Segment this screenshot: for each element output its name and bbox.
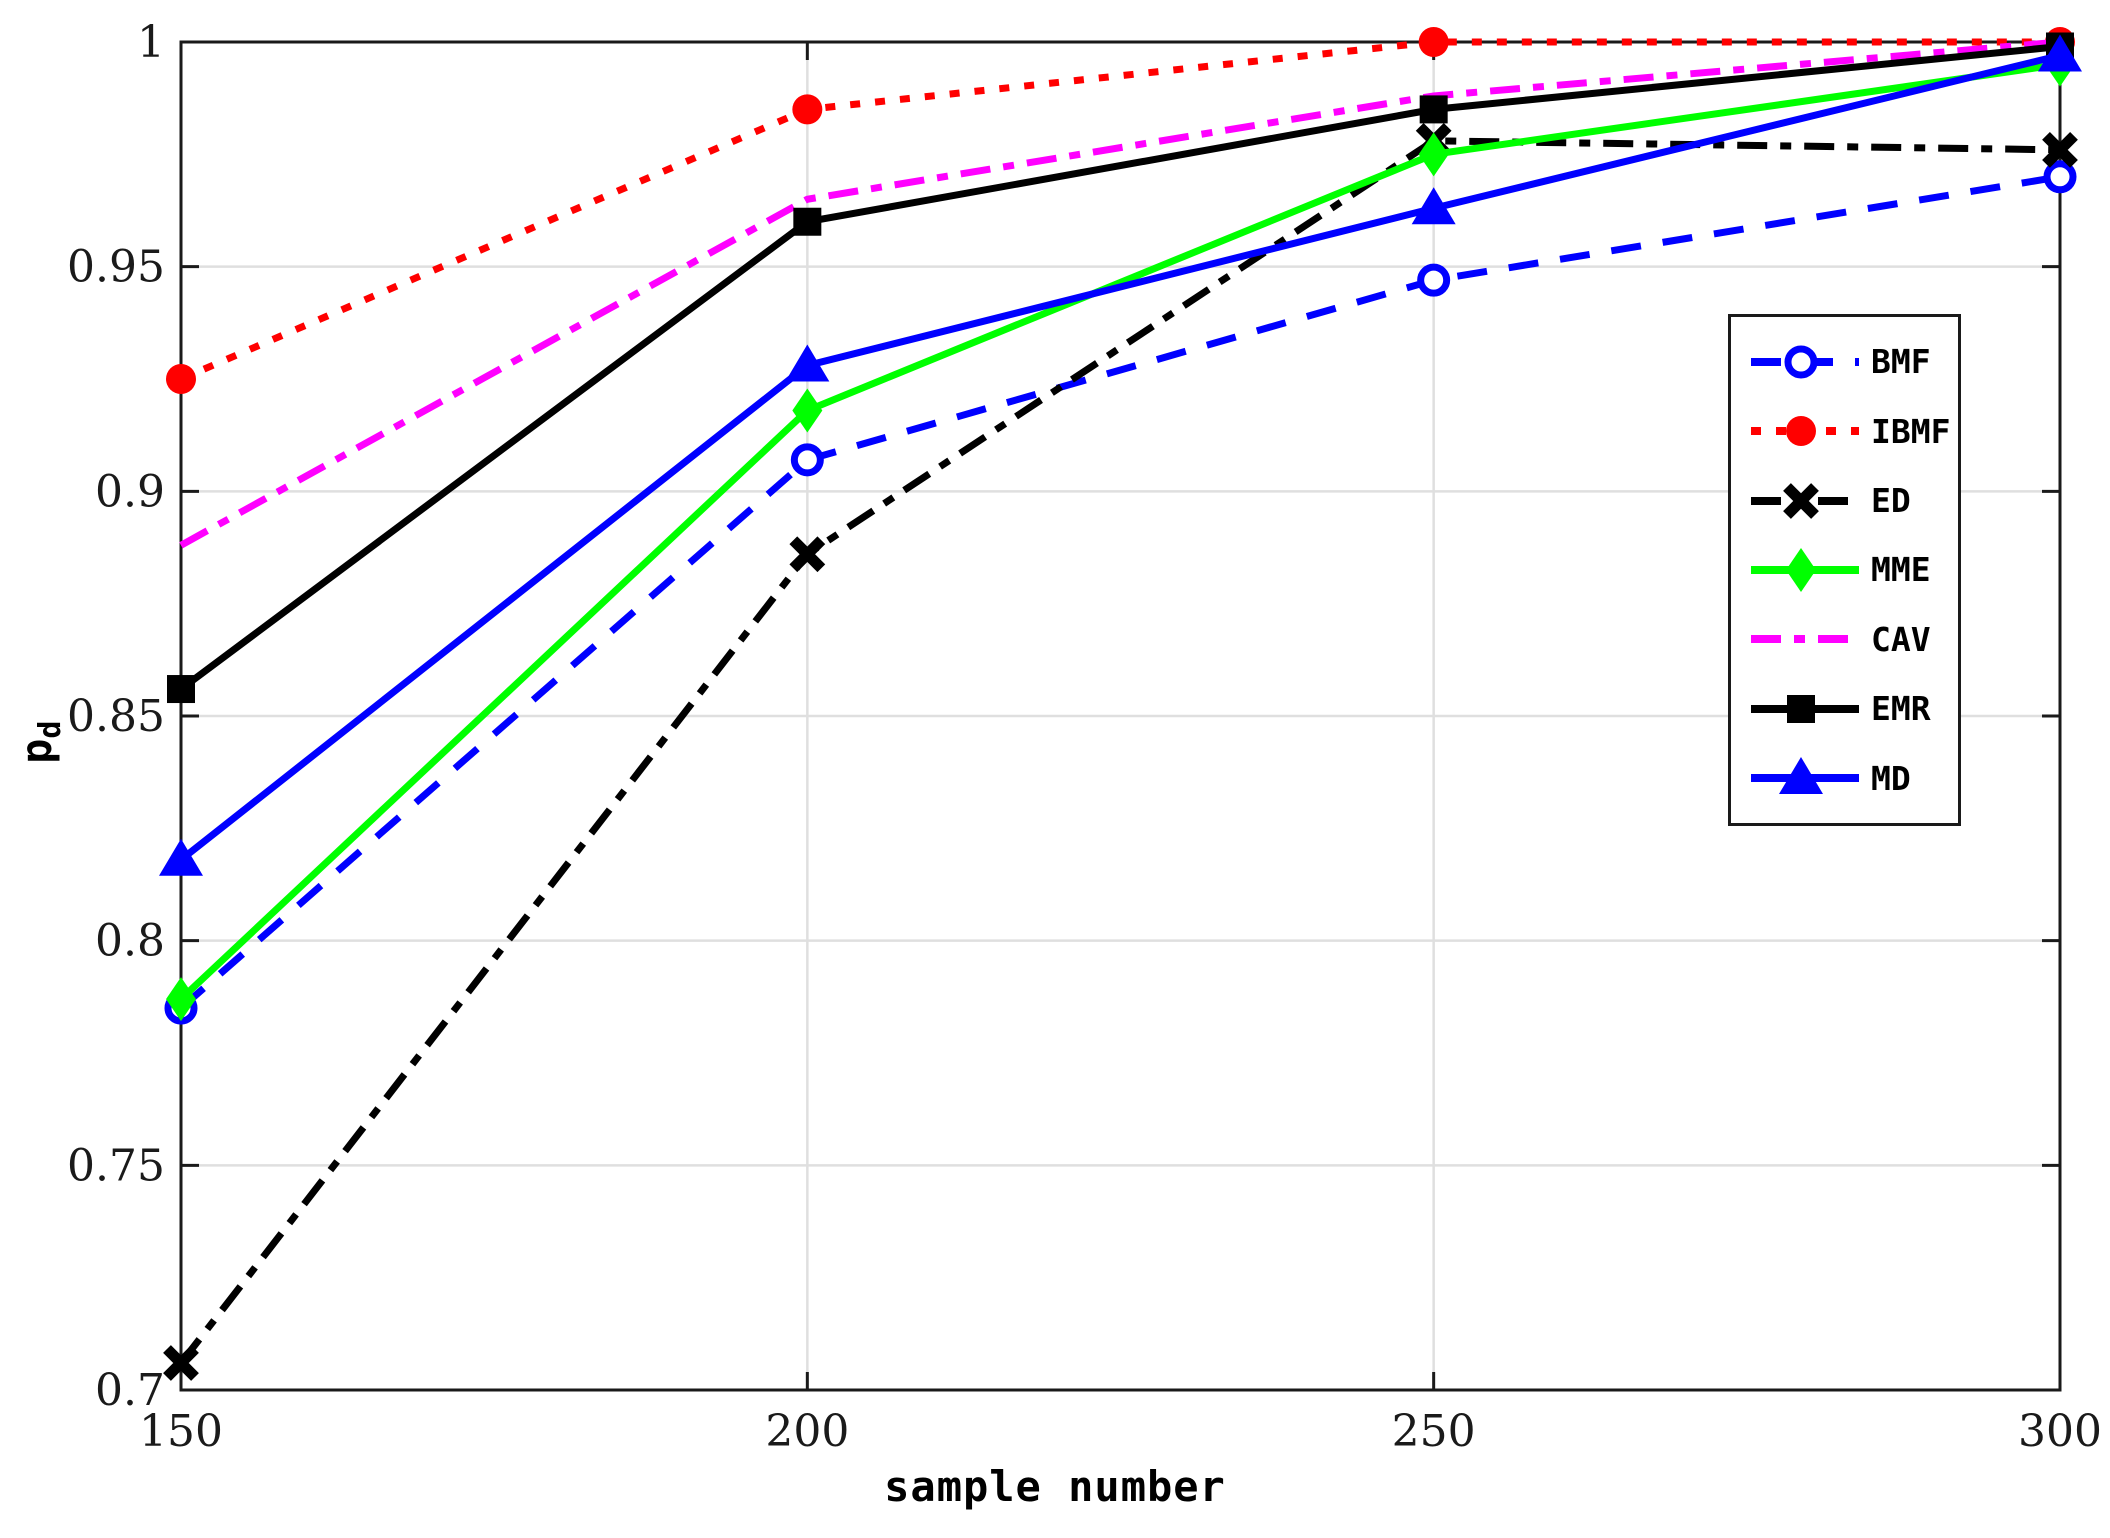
x-marker (1783, 482, 1819, 519)
legend-line-sample (1751, 547, 1859, 592)
x-tick-label: 150 (139, 1406, 223, 1457)
legend-line-sample (1751, 345, 1859, 379)
square-marker (167, 675, 195, 704)
series-line-md (178, 52, 2061, 863)
legend-line-sample (1751, 482, 1859, 519)
y-tick-label: 0.9 (95, 466, 165, 517)
square-marker (1787, 694, 1815, 723)
y-tick-label: 0.75 (67, 1140, 165, 1191)
x-marker (163, 1345, 199, 1381)
y-tick-label: 0.7 (95, 1365, 165, 1416)
circle-open-marker (790, 443, 824, 477)
y-tick-label: 1 (137, 17, 165, 68)
y-tick-label: 0.85 (67, 691, 165, 742)
diamond-marker (1418, 132, 1449, 177)
legend-item-ibmf: IBMF (1749, 407, 1958, 455)
series-md (159, 34, 2082, 876)
series-line-ed (178, 137, 2061, 1366)
y-tick-label: 0.8 (95, 916, 165, 967)
circle-filled-marker (166, 364, 196, 394)
series-line-emr (178, 43, 2061, 692)
diamond-marker (792, 388, 823, 433)
x-tick-label: 300 (2018, 1406, 2102, 1457)
legend-item-bmf: BMF (1749, 338, 1958, 386)
x-tick-label: 250 (1392, 1406, 1476, 1457)
circle-filled-marker (792, 94, 823, 125)
legend-label: ED (1871, 481, 1911, 521)
legend-line-sample (1751, 694, 1859, 723)
diamond-marker (166, 977, 196, 1022)
legend-label: MD (1871, 758, 1911, 798)
legend-line-sample (1751, 757, 1859, 795)
x-axis-label: sample number (884, 1462, 1226, 1511)
y-axis-label-sub: d (33, 720, 69, 739)
diamond-marker (1786, 547, 1816, 592)
series-line-ibmf (179, 38, 2060, 383)
legend-item-md: MD (1749, 754, 1958, 802)
square-marker (1419, 95, 1448, 124)
circle-open-marker (1784, 345, 1818, 379)
triangle-marker (1411, 187, 1456, 225)
legend-item-cav: CAV (1749, 615, 1958, 663)
legend-line-sample (1751, 416, 1859, 447)
square-marker (793, 207, 822, 236)
triangle-marker (2038, 34, 2082, 72)
series-line-mme (178, 61, 2061, 1002)
legend-label: IBMF (1871, 411, 1951, 451)
legend: BMF IBMF ED MME CAV EMR MD (1728, 314, 1961, 826)
legend-label: MME (1871, 550, 1931, 590)
circle-open-marker (1417, 263, 1451, 297)
y-tick-label: 0.95 (67, 242, 165, 293)
x-marker (789, 536, 826, 573)
legend-item-mme: MME (1749, 546, 1958, 594)
triangle-marker (785, 344, 830, 382)
triangle-marker (1779, 757, 1823, 795)
legend-label: CAV (1871, 619, 1931, 659)
series-line-bmf (178, 173, 2061, 1011)
x-marker (2042, 131, 2078, 168)
legend-line-sample (1751, 635, 1859, 644)
legend-item-ed: ED (1749, 477, 1958, 525)
y-axis-label: pd (12, 662, 68, 822)
x-tick-label: 200 (765, 1406, 849, 1457)
circle-open-marker (2043, 160, 2077, 194)
circle-filled-marker (1418, 27, 1449, 57)
series-cav (179, 38, 2061, 549)
series-emr (167, 32, 2074, 704)
circle-filled-marker (1786, 416, 1816, 447)
triangle-marker (159, 838, 203, 876)
legend-label: BMF (1871, 342, 1931, 382)
y-axis-label-base: p (11, 738, 61, 764)
legend-item-emr: EMR (1749, 685, 1958, 733)
legend-label: EMR (1871, 689, 1931, 729)
series-line-cav (179, 38, 2061, 549)
